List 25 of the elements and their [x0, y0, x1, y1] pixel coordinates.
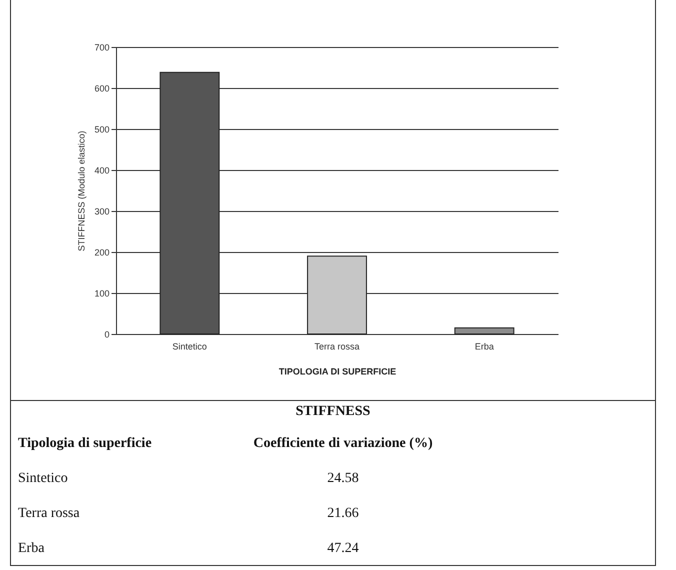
- y-tick-label: 500: [94, 124, 110, 134]
- bar: [160, 72, 220, 334]
- y-tick-label: 600: [94, 84, 110, 94]
- text: Coefficiente di variazione (%): [252, 436, 434, 452]
- y-axis-title: STIFFNESS (Modulo elastico): [76, 130, 86, 252]
- x-tick-label: Sintetico: [172, 342, 207, 352]
- text: STIFFNESS: [294, 404, 372, 421]
- text: 24.58: [326, 470, 360, 486]
- text: Terra rossa: [17, 506, 81, 522]
- y-tick-label: 200: [94, 248, 110, 258]
- y-tick-label: 300: [94, 206, 110, 216]
- text: Sintetico: [17, 470, 69, 486]
- y-tick-label: 400: [94, 166, 110, 176]
- x-tick-label: Erba: [474, 342, 494, 352]
- text: 21.66: [326, 506, 360, 522]
- y-tick-label: 0: [104, 330, 110, 340]
- y-tick-label: 100: [94, 288, 110, 298]
- x-axis-title: TIPOLOGIA DI SUPERFICIE: [278, 366, 396, 376]
- bar: [454, 327, 514, 334]
- y-tick-label: 700: [94, 42, 110, 52]
- text: Tipologia di superficie: [17, 436, 153, 452]
- x-tick-label: Terra rossa: [314, 342, 360, 352]
- bar: [307, 256, 367, 334]
- text: Erba: [17, 540, 46, 556]
- text: 47.24: [326, 540, 360, 556]
